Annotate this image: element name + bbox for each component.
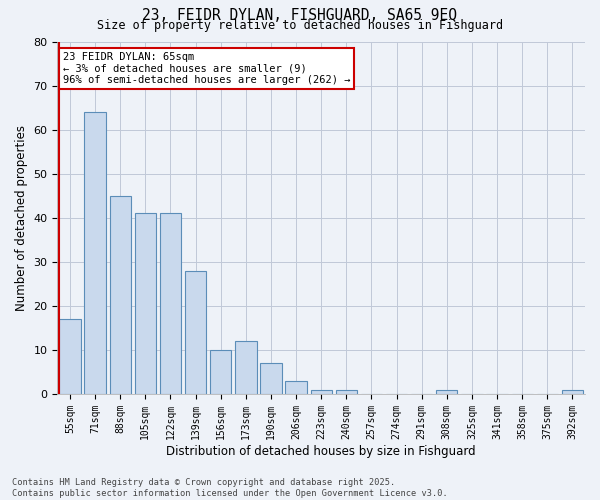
Text: 23 FEIDR DYLAN: 65sqm
← 3% of detached houses are smaller (9)
96% of semi-detach: 23 FEIDR DYLAN: 65sqm ← 3% of detached h… (62, 52, 350, 86)
Bar (85, 112, 106, 394)
Bar (311, 390, 332, 394)
Bar (134, 214, 156, 394)
Text: Size of property relative to detached houses in Fishguard: Size of property relative to detached ho… (97, 19, 503, 32)
Bar (185, 270, 206, 394)
Text: 23, FEIDR DYLAN, FISHGUARD, SA65 9EQ: 23, FEIDR DYLAN, FISHGUARD, SA65 9EQ (143, 8, 458, 22)
Bar (260, 363, 281, 394)
Bar (286, 381, 307, 394)
Bar (235, 341, 257, 394)
Text: Contains HM Land Registry data © Crown copyright and database right 2025.
Contai: Contains HM Land Registry data © Crown c… (12, 478, 448, 498)
Bar (210, 350, 232, 394)
Bar (562, 390, 583, 394)
X-axis label: Distribution of detached houses by size in Fishguard: Distribution of detached houses by size … (166, 444, 476, 458)
Y-axis label: Number of detached properties: Number of detached properties (15, 124, 28, 310)
Bar (110, 196, 131, 394)
Bar (59, 319, 80, 394)
Bar (335, 390, 357, 394)
Bar (160, 214, 181, 394)
Bar (436, 390, 457, 394)
